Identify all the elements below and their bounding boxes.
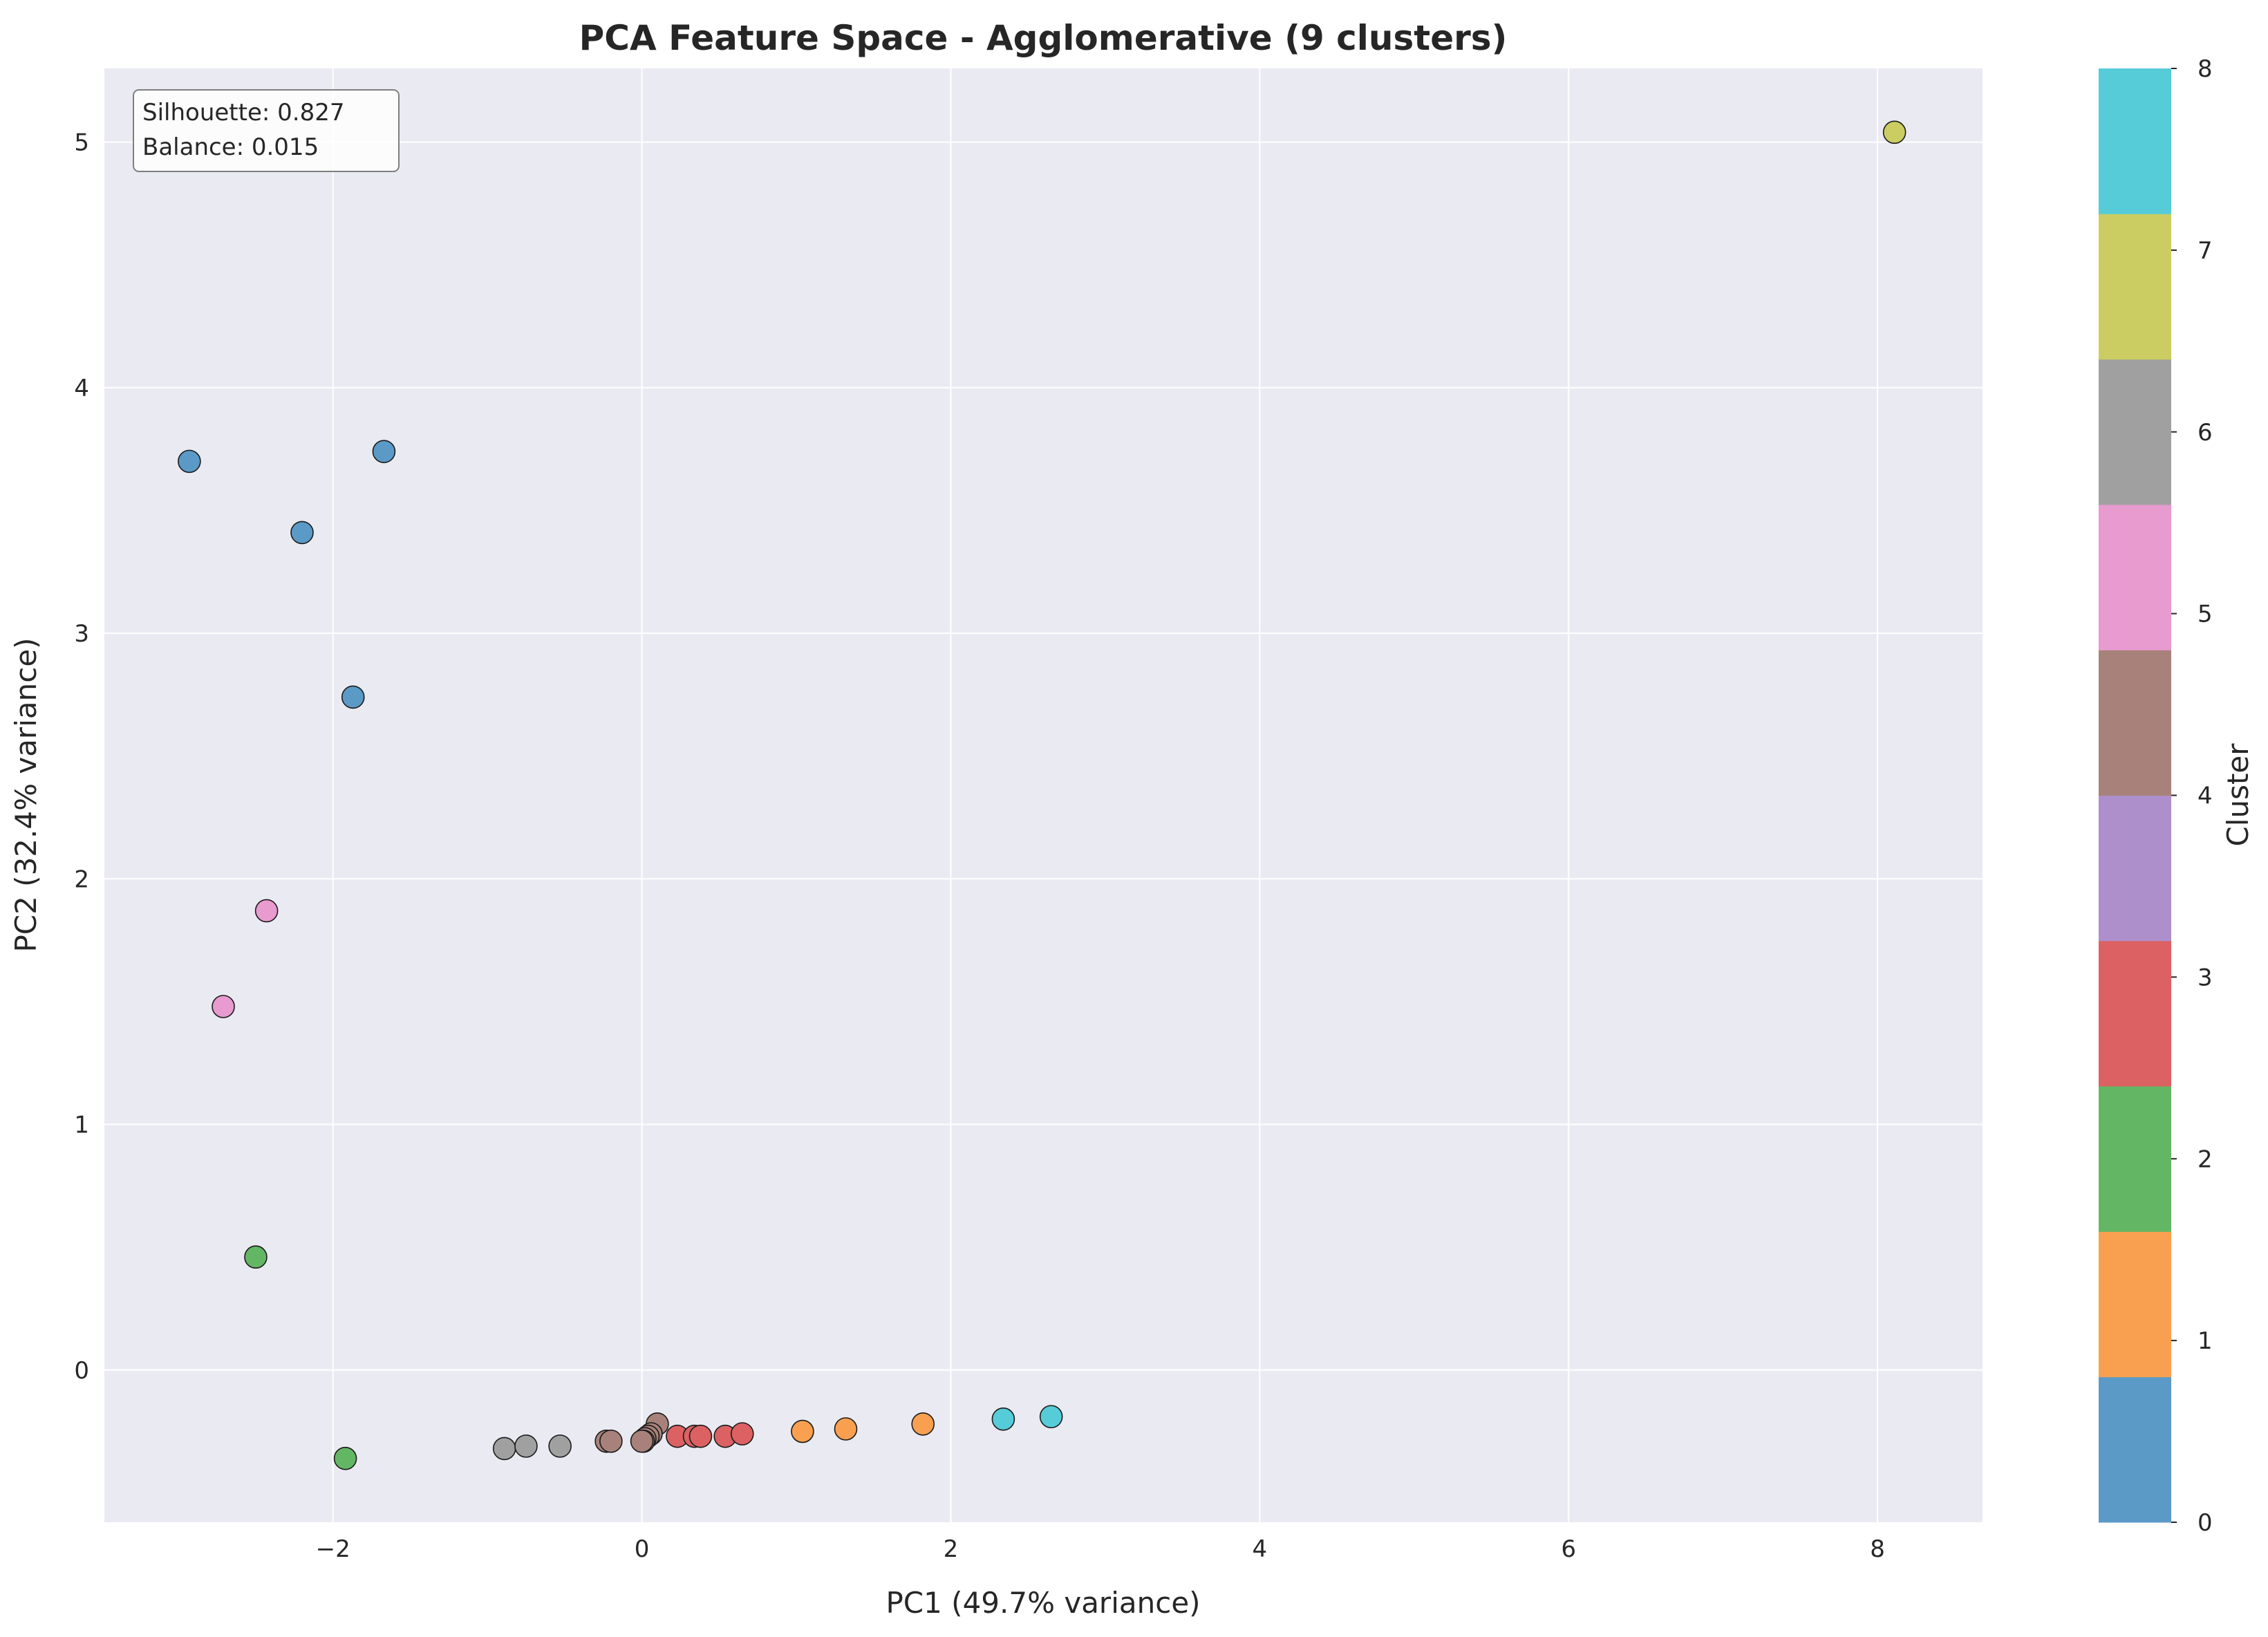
data-point xyxy=(548,1434,572,1458)
data-point xyxy=(599,1429,623,1453)
x-tick-label: 2 xyxy=(944,1535,959,1563)
y-tick-label: 5 xyxy=(74,129,89,157)
data-point xyxy=(212,995,235,1018)
colorbar-tick-label: 8 xyxy=(2197,55,2213,83)
x-axis-ticks: −2 0 2 4 6 8 xyxy=(316,1535,1885,1563)
x-tick-label: 6 xyxy=(1561,1535,1576,1563)
data-point xyxy=(1039,1405,1063,1429)
grid-lines xyxy=(104,68,1983,1522)
colorbar-label: Cluster xyxy=(2221,743,2255,847)
data-point xyxy=(991,1407,1015,1431)
colorbar-segment xyxy=(2099,940,2171,1087)
data-point xyxy=(630,1429,654,1453)
plot-background xyxy=(104,68,1983,1522)
colorbar-tick-label: 7 xyxy=(2197,237,2213,265)
colorbar-tick-label: 3 xyxy=(2197,964,2213,991)
data-point xyxy=(372,440,396,463)
data-point xyxy=(290,521,314,545)
colorbar-segment xyxy=(2099,650,2171,796)
y-axis-ticks: 0 1 2 3 4 5 xyxy=(74,129,89,1385)
chart-title: PCA Feature Space - Agglomerative (9 clu… xyxy=(579,18,1508,58)
colorbar-segment xyxy=(2099,1376,2171,1523)
data-point xyxy=(730,1422,754,1446)
data-point xyxy=(254,899,279,923)
colorbar-tick-label: 2 xyxy=(2197,1145,2213,1173)
y-tick-label: 3 xyxy=(74,620,89,648)
data-point xyxy=(514,1434,538,1458)
data-point xyxy=(341,685,365,709)
data-point xyxy=(911,1412,935,1436)
y-tick-label: 2 xyxy=(74,866,89,893)
data-point xyxy=(834,1417,858,1441)
x-tick-label: 8 xyxy=(1870,1535,1885,1563)
metrics-box: Silhouette: 0.827 Balance: 0.015 xyxy=(133,89,400,172)
y-axis-label: PC2 (32.4% variance) xyxy=(9,637,43,952)
data-point xyxy=(178,449,201,474)
y-tick-label: 4 xyxy=(74,375,89,402)
x-tick-label: 0 xyxy=(635,1535,650,1563)
y-tick-label: 1 xyxy=(74,1112,89,1139)
colorbar: 0 1 2 3 4 5 6 7 8 xyxy=(2099,55,2213,1537)
colorbar-segment xyxy=(2099,1086,2171,1232)
colorbar-segment xyxy=(2099,359,2171,505)
colorbar-segment xyxy=(2099,214,2171,360)
colorbar-segment xyxy=(2099,1231,2171,1378)
colorbar-segment xyxy=(2099,795,2171,942)
data-point xyxy=(688,1424,713,1448)
x-axis-label: PC1 (49.7% variance) xyxy=(885,1586,1200,1620)
colorbar-segment xyxy=(2099,68,2171,214)
data-points xyxy=(178,120,1906,1470)
colorbar-tick-label: 6 xyxy=(2197,419,2213,447)
data-point xyxy=(1882,120,1906,144)
data-point xyxy=(244,1245,268,1269)
colorbar-tick-label: 4 xyxy=(2197,783,2213,810)
metrics-box-frame xyxy=(133,89,400,172)
x-tick-label: 4 xyxy=(1252,1535,1267,1563)
colorbar-tick-label: 0 xyxy=(2197,1509,2213,1537)
silhouette-score: Silhouette: 0.827 xyxy=(142,99,344,127)
data-point xyxy=(791,1419,814,1443)
colorbar-segment xyxy=(2099,504,2171,651)
balance-score: Balance: 0.015 xyxy=(142,133,319,161)
data-point xyxy=(492,1437,516,1461)
data-point xyxy=(333,1446,357,1470)
colorbar-tick-label: 5 xyxy=(2197,601,2213,628)
y-tick-label: 0 xyxy=(74,1357,89,1385)
x-tick-label: −2 xyxy=(316,1535,350,1563)
colorbar-tick-label: 1 xyxy=(2197,1327,2213,1355)
